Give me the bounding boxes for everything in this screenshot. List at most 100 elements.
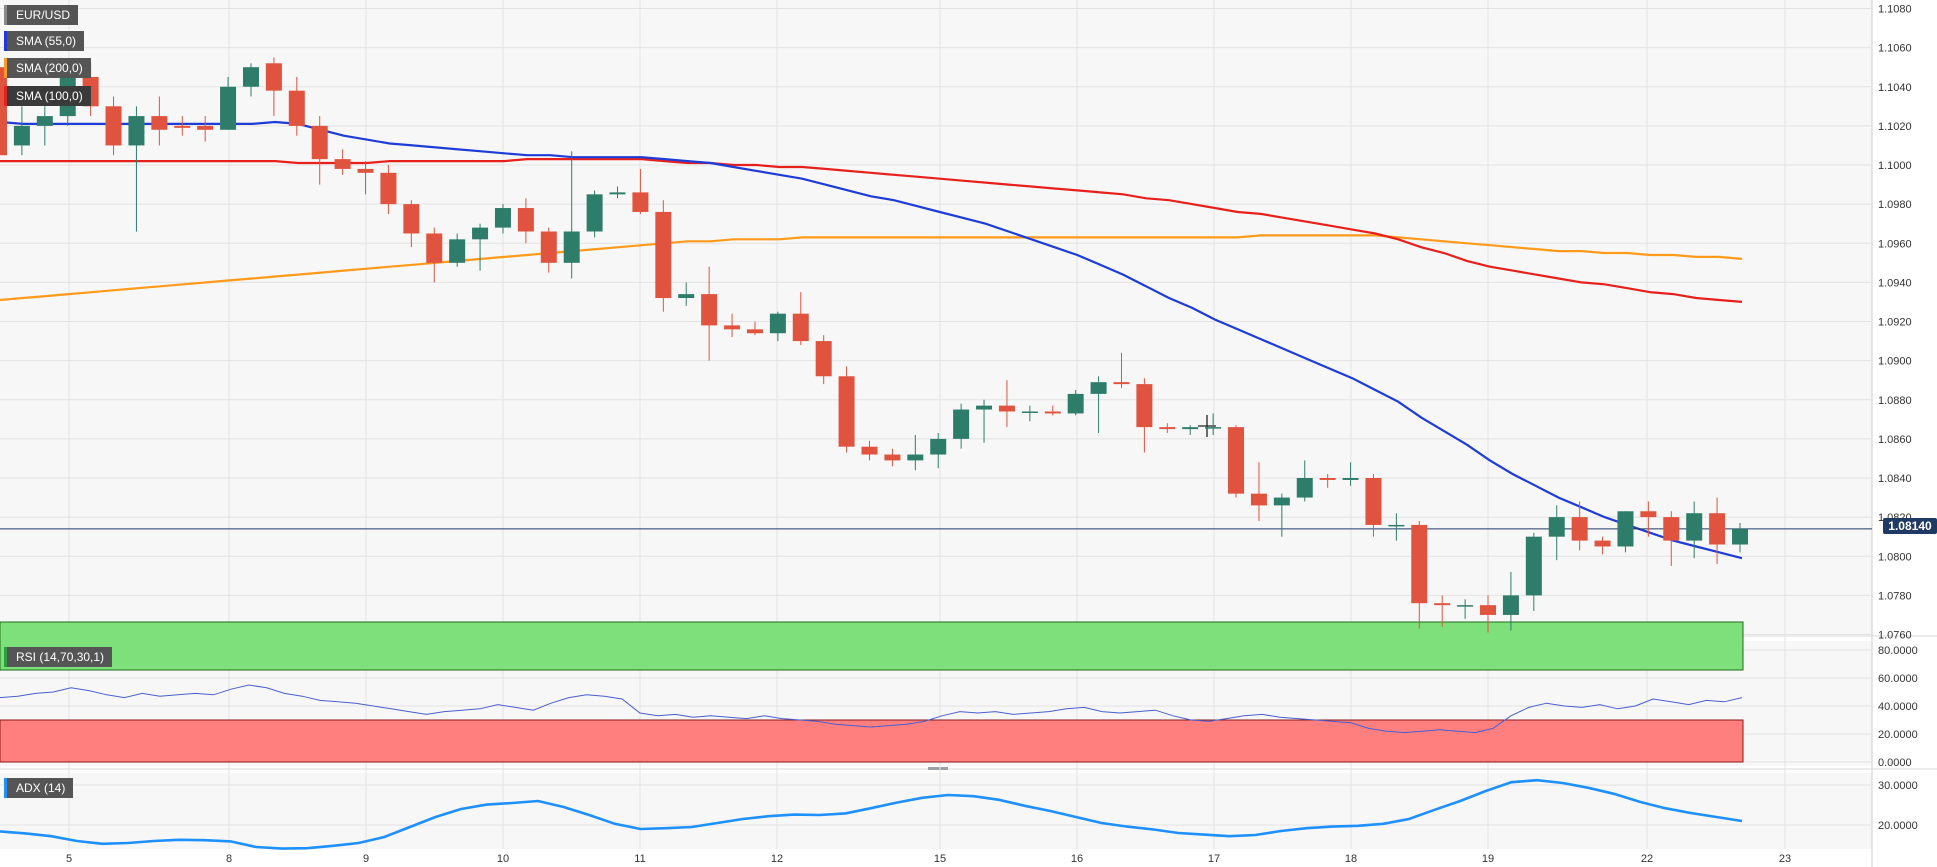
candle-body bbox=[494, 208, 511, 228]
candle-body bbox=[1113, 382, 1130, 385]
time-tick-label: 16 bbox=[1071, 853, 1083, 865]
symbol-label[interactable]: EUR/USD bbox=[4, 5, 79, 25]
candle-body bbox=[1136, 384, 1153, 428]
candle-body bbox=[357, 168, 374, 173]
candle-body bbox=[586, 194, 603, 232]
price-pane bbox=[0, 0, 1872, 634]
time-tick-label: 11 bbox=[634, 853, 645, 865]
candle-body bbox=[1319, 478, 1336, 480]
candle-body bbox=[953, 409, 970, 439]
candle-body bbox=[517, 208, 534, 232]
candle-body bbox=[701, 294, 718, 326]
candle-body bbox=[540, 231, 557, 263]
time-tick-label: 15 bbox=[934, 853, 946, 865]
candle-body bbox=[1480, 605, 1497, 615]
price-tick-label: 1.0920 bbox=[1878, 317, 1912, 329]
candle-body bbox=[36, 116, 53, 126]
price-tick-label: 1.0860 bbox=[1878, 434, 1912, 446]
rsi-tick-label: 60.0000 bbox=[1878, 673, 1918, 685]
price-tick-label: 1.0980 bbox=[1878, 199, 1912, 211]
rsi-overbought-zone bbox=[0, 621, 1744, 671]
candle-body bbox=[884, 454, 901, 461]
candle-body bbox=[151, 116, 168, 130]
time-tick-label: 5 bbox=[66, 853, 72, 865]
adx-tick-label: 20.0000 bbox=[1878, 820, 1918, 832]
candle-body bbox=[1411, 524, 1428, 604]
candle-body bbox=[128, 116, 145, 146]
candle-body bbox=[1228, 427, 1245, 494]
candle-body bbox=[1548, 517, 1565, 537]
time-tick-label: 9 bbox=[363, 853, 369, 865]
adx-tick-label: 30.0000 bbox=[1878, 780, 1918, 792]
rsi-tick-label: 0.0000 bbox=[1878, 757, 1912, 769]
candle-body bbox=[861, 446, 878, 455]
price-tick-label: 1.0880 bbox=[1878, 395, 1912, 407]
legend-sma-55[interactable]: SMA (55,0) bbox=[4, 31, 85, 51]
candle-body bbox=[930, 438, 947, 455]
candle-body bbox=[288, 90, 305, 126]
candle-body bbox=[1640, 511, 1657, 518]
candle-body bbox=[1365, 478, 1382, 525]
candle-body bbox=[1296, 478, 1313, 498]
candle-body bbox=[1434, 603, 1451, 606]
candle-body bbox=[1457, 605, 1474, 607]
sma-200-line bbox=[0, 234, 1743, 302]
candle-body bbox=[563, 231, 580, 263]
candle-body bbox=[105, 106, 122, 146]
candle-body bbox=[1205, 427, 1222, 429]
candle-body bbox=[220, 86, 237, 130]
candle-body bbox=[1663, 517, 1680, 541]
candle-body bbox=[1388, 524, 1405, 527]
candle-body bbox=[1502, 595, 1519, 615]
candle-body bbox=[1273, 497, 1290, 506]
candle-body bbox=[1090, 382, 1107, 394]
sma-100-line bbox=[0, 158, 1743, 303]
candle-body bbox=[1182, 427, 1199, 430]
pane-resize-handle-2[interactable] bbox=[928, 767, 948, 770]
candle-body bbox=[838, 376, 855, 447]
candle-body bbox=[1159, 427, 1176, 430]
candle-body bbox=[1709, 513, 1726, 545]
adx-label[interactable]: ADX (14) bbox=[4, 778, 74, 798]
legend-sma-200[interactable]: SMA (200,0) bbox=[4, 58, 91, 78]
candle-body bbox=[655, 211, 672, 299]
candle-body bbox=[746, 329, 763, 334]
time-tick-label: 19 bbox=[1482, 853, 1494, 865]
time-tick-label: 8 bbox=[226, 853, 232, 865]
candle-body bbox=[769, 313, 786, 334]
candle-body bbox=[1021, 411, 1038, 413]
rsi-line bbox=[0, 684, 1743, 734]
candle-body bbox=[334, 159, 351, 169]
candle-body bbox=[998, 405, 1015, 412]
candle-body bbox=[609, 192, 626, 195]
price-tick-label: 1.1040 bbox=[1878, 82, 1912, 94]
candle-body bbox=[1525, 536, 1542, 596]
candle-body bbox=[1067, 393, 1084, 414]
time-tick-label: 18 bbox=[1345, 853, 1357, 865]
price-tick-label: 1.0780 bbox=[1878, 590, 1912, 602]
candle-body bbox=[197, 125, 214, 130]
candle-body bbox=[13, 125, 30, 146]
candle-body bbox=[1250, 493, 1267, 506]
candle-body bbox=[403, 204, 420, 234]
candle-body bbox=[380, 172, 397, 205]
candle-body bbox=[1594, 540, 1611, 547]
rsi-tick-label: 80.0000 bbox=[1878, 645, 1918, 657]
candle-body bbox=[724, 325, 741, 330]
price-tick-label: 1.0900 bbox=[1878, 356, 1912, 368]
candle-body bbox=[678, 294, 695, 299]
rsi-oversold-zone bbox=[0, 719, 1744, 763]
candle-body bbox=[1342, 478, 1359, 480]
candle-body bbox=[632, 192, 649, 212]
legend-sma-100[interactable]: SMA (100,0) bbox=[4, 86, 91, 106]
time-tick-label: 17 bbox=[1208, 853, 1220, 865]
candle-body bbox=[907, 454, 924, 461]
price-tick-label: 1.0800 bbox=[1878, 551, 1912, 563]
candle-body bbox=[0, 67, 7, 156]
candle-body bbox=[174, 125, 191, 128]
time-tick-label: 22 bbox=[1641, 853, 1653, 865]
candle-body bbox=[815, 341, 832, 377]
rsi-label[interactable]: RSI (14,70,30,1) bbox=[4, 647, 113, 667]
time-tick-label: 10 bbox=[497, 853, 509, 865]
